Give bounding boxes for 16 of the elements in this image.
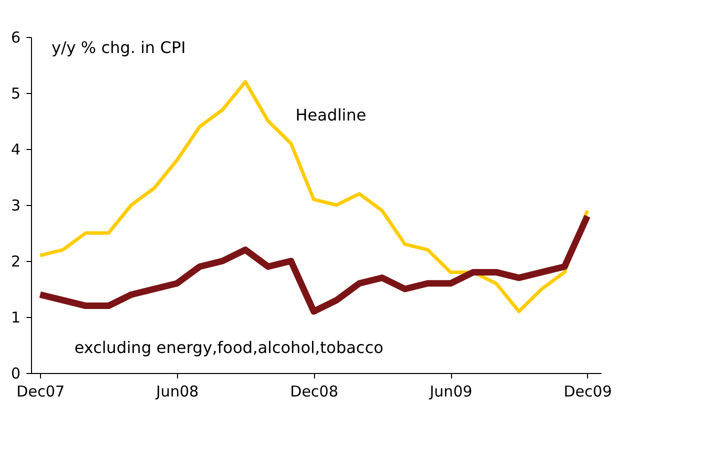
x-tick-label: Dec09 <box>564 382 612 400</box>
y-tick-label: 4 <box>10 140 20 158</box>
y-tick-label: 1 <box>10 308 20 326</box>
line-series <box>38 80 590 314</box>
text: excluding energy,food,alcohol,tobacco <box>74 338 384 357</box>
x-tick-label: Dec08 <box>290 382 338 400</box>
x-tick-label: Jun09 <box>428 382 472 400</box>
x-tick-label: Jun08 <box>155 382 199 400</box>
y-tick-label: 0 <box>10 364 20 382</box>
y-tick-label: 2 <box>10 252 20 270</box>
series-label: Headline <box>295 105 366 124</box>
y-tick-label: 6 <box>10 28 20 46</box>
y-axis-title: y/y % chg. in CPI <box>52 38 186 58</box>
x-tick-label: Dec07 <box>16 382 65 400</box>
y-tick-label: 5 <box>10 84 20 102</box>
y-tick-label: 3 <box>10 196 20 214</box>
